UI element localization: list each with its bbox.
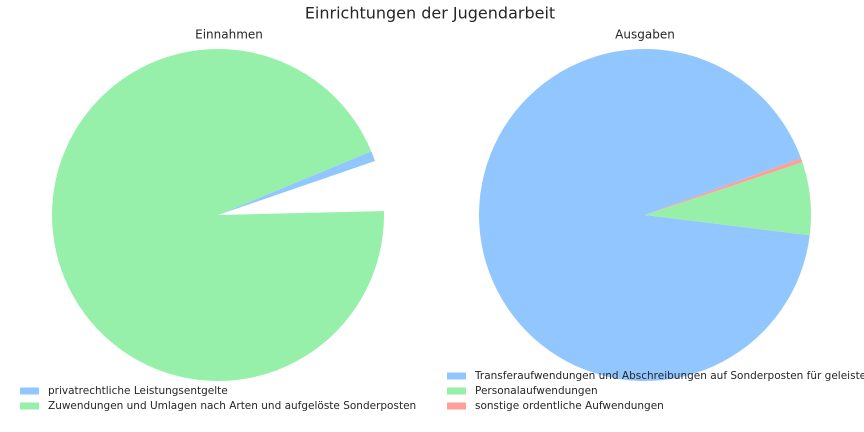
chart-title: Einrichtungen der Jugendarbeit bbox=[305, 4, 555, 23]
legend-swatch bbox=[447, 372, 466, 380]
legend-swatch bbox=[447, 402, 466, 410]
legend-label: sonstige ordentliche Aufwendungen bbox=[475, 400, 664, 412]
pie-slice bbox=[645, 158, 803, 215]
pie-slice bbox=[478, 49, 810, 382]
legend-swatch bbox=[447, 387, 466, 395]
subplot-title: Ausgaben bbox=[615, 28, 675, 42]
legend-label: Personalaufwendungen bbox=[475, 385, 598, 397]
legend-label: Zuwendungen und Umlagen nach Arten und a… bbox=[48, 400, 416, 412]
legend-swatch bbox=[20, 387, 39, 395]
pie-slice bbox=[52, 49, 384, 382]
pie-slice bbox=[645, 162, 811, 236]
legend-label: Transferaufwendungen und Abschreibungen … bbox=[474, 370, 864, 382]
legend-swatch bbox=[20, 402, 39, 410]
subplot-title: Einnahmen bbox=[195, 28, 263, 42]
legend-label: privatrechtliche Leistungsentgelte bbox=[48, 385, 228, 397]
pie-slice bbox=[218, 151, 375, 215]
